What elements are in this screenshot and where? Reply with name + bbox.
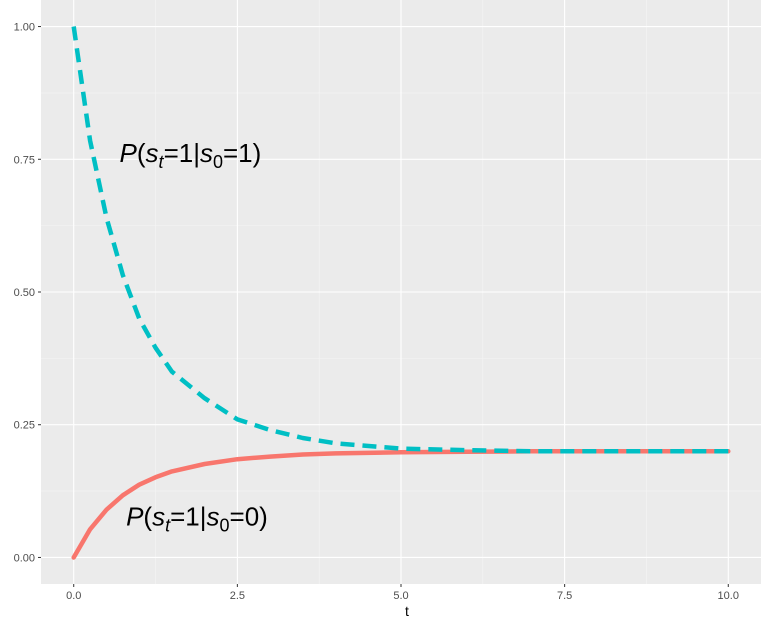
y-tick-label: 0.00 xyxy=(14,552,35,564)
y-axis: 0.00 0.25 0.50 0.75 1.00 xyxy=(14,22,41,564)
x-tick-label: 7.5 xyxy=(557,590,572,602)
y-tick-label: 1.00 xyxy=(14,22,35,34)
series-layer xyxy=(71,26,731,560)
x-tick-label: 0.0 xyxy=(66,590,81,602)
series-label-start-0: P(st=1|s0=0) xyxy=(126,502,268,536)
x-tick-label: 2.5 xyxy=(230,590,245,602)
x-axis-title: t xyxy=(405,603,409,619)
series-line-1 xyxy=(71,26,729,454)
x-tick-label: 5.0 xyxy=(393,590,408,602)
major-gridlines xyxy=(41,0,761,584)
x-tick-label: 10.0 xyxy=(718,590,739,602)
x-axis: 0.0 2.5 5.0 7.5 10.0 xyxy=(66,584,739,602)
y-tick-label: 0.75 xyxy=(14,154,35,166)
y-tick-label: 0.25 xyxy=(14,420,35,432)
series-label-start-1: P(st=1|s0=1) xyxy=(120,138,262,172)
y-tick-label: 0.50 xyxy=(14,287,35,299)
